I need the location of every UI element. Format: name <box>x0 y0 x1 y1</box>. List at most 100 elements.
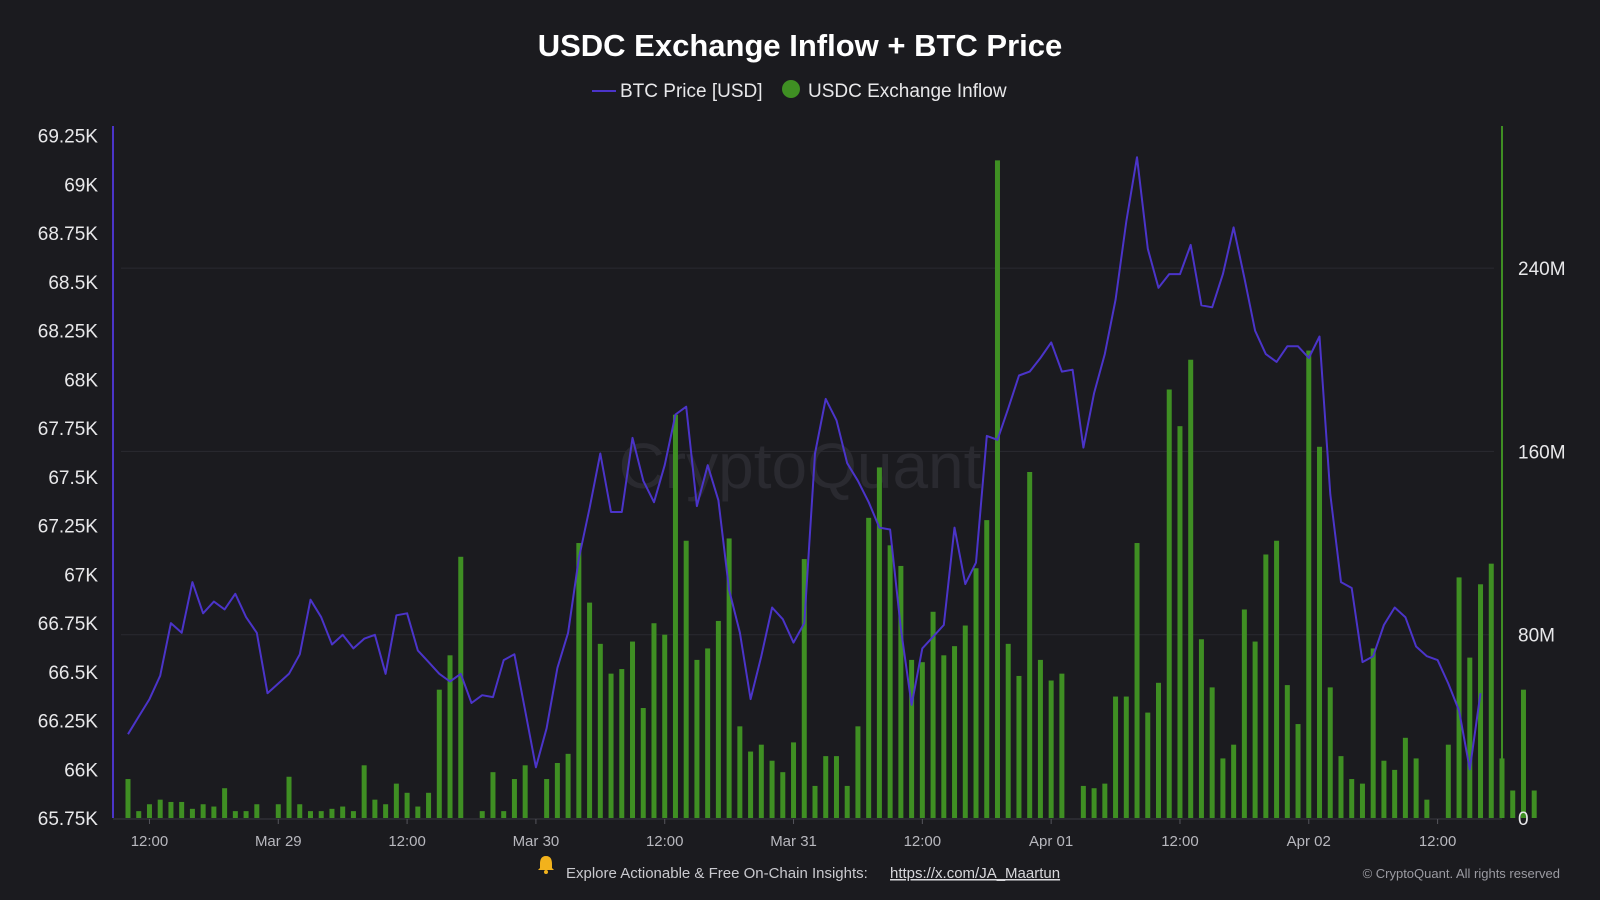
inflow-bar[interactable] <box>1080 785 1086 818</box>
inflow-bar[interactable] <box>608 673 614 818</box>
inflow-bar[interactable] <box>672 414 678 818</box>
inflow-bar[interactable] <box>898 565 904 818</box>
inflow-bar[interactable] <box>200 804 206 818</box>
inflow-bar[interactable] <box>1370 648 1376 818</box>
inflow-bar[interactable] <box>1424 799 1430 818</box>
inflow-bar[interactable] <box>1520 689 1526 818</box>
inflow-bar[interactable] <box>1467 657 1473 818</box>
footer-link[interactable]: https://x.com/JA_Maartun <box>890 865 1060 882</box>
inflow-bar[interactable] <box>146 804 152 818</box>
inflow-bar[interactable] <box>1274 540 1280 818</box>
inflow-bar[interactable] <box>350 811 356 818</box>
inflow-bar[interactable] <box>222 788 228 818</box>
inflow-bar[interactable] <box>737 726 743 818</box>
inflow-bar[interactable] <box>1027 472 1033 818</box>
inflow-bar[interactable] <box>544 779 550 818</box>
inflow-bar[interactable] <box>168 801 174 818</box>
inflow-bar[interactable] <box>1166 389 1172 818</box>
inflow-bar[interactable] <box>1359 783 1365 818</box>
inflow-bar[interactable] <box>157 799 163 818</box>
inflow-bar[interactable] <box>415 806 421 818</box>
inflow-bar[interactable] <box>1349 779 1355 818</box>
inflow-bar[interactable] <box>962 625 968 818</box>
inflow-bar[interactable] <box>1134 543 1140 818</box>
inflow-bar[interactable] <box>1059 673 1065 818</box>
inflow-bar[interactable] <box>1252 641 1258 818</box>
inflow-bar[interactable] <box>876 467 882 818</box>
inflow-bar[interactable] <box>1531 790 1537 818</box>
inflow-bar[interactable] <box>232 811 238 818</box>
inflow-bar[interactable] <box>501 811 507 818</box>
inflow-bar[interactable] <box>833 756 839 818</box>
inflow-bar[interactable] <box>1381 760 1387 818</box>
inflow-bar[interactable] <box>275 804 281 818</box>
legend-item-btc-price[interactable]: BTC Price [USD] <box>592 81 763 102</box>
inflow-bar[interactable] <box>780 772 786 818</box>
inflow-bar[interactable] <box>1005 643 1011 818</box>
inflow-bar[interactable] <box>769 760 775 818</box>
inflow-bar[interactable] <box>640 708 646 818</box>
inflow-bar[interactable] <box>136 811 142 818</box>
inflow-bar[interactable] <box>254 804 260 818</box>
inflow-bar[interactable] <box>211 806 217 818</box>
inflow-bar[interactable] <box>447 655 453 818</box>
inflow-bar[interactable] <box>1295 724 1301 818</box>
inflow-bar[interactable] <box>1327 687 1333 818</box>
inflow-bar[interactable] <box>930 611 936 818</box>
inflow-bar[interactable] <box>630 641 636 818</box>
inflow-bar[interactable] <box>1016 675 1022 818</box>
inflow-bar[interactable] <box>318 811 324 818</box>
inflow-bar[interactable] <box>941 655 947 818</box>
inflow-bar[interactable] <box>297 804 303 818</box>
inflow-bar[interactable] <box>243 811 249 818</box>
inflow-bar[interactable] <box>1306 350 1312 818</box>
inflow-bar[interactable] <box>791 742 797 818</box>
inflow-bar[interactable] <box>597 643 603 818</box>
inflow-bar[interactable] <box>715 620 721 818</box>
inflow-bar[interactable] <box>662 634 668 818</box>
inflow-bar[interactable] <box>1145 712 1151 818</box>
inflow-bar[interactable] <box>952 646 958 818</box>
inflow-bar[interactable] <box>340 806 346 818</box>
inflow-bar[interactable] <box>1037 659 1043 818</box>
inflow-bar[interactable] <box>1478 584 1484 818</box>
inflow-bar[interactable] <box>1188 359 1194 818</box>
inflow-bar[interactable] <box>587 602 593 818</box>
btc-price-line[interactable] <box>127 156 1482 771</box>
inflow-bar[interactable] <box>1209 687 1215 818</box>
inflow-bar[interactable] <box>823 756 829 818</box>
inflow-bar[interactable] <box>1263 554 1269 818</box>
inflow-bar[interactable] <box>522 765 528 818</box>
inflow-bar[interactable] <box>748 751 754 818</box>
inflow-bar[interactable] <box>1510 790 1516 818</box>
inflow-bar[interactable] <box>984 520 990 818</box>
inflow-bar[interactable] <box>919 662 925 818</box>
inflow-bar[interactable] <box>844 785 850 818</box>
inflow-bar[interactable] <box>1048 680 1054 818</box>
inflow-bar[interactable] <box>1284 685 1290 818</box>
inflow-bar[interactable] <box>1338 756 1344 818</box>
inflow-bar[interactable] <box>179 801 185 818</box>
inflow-bar[interactable] <box>694 659 700 818</box>
inflow-bar[interactable] <box>1113 696 1119 818</box>
inflow-bar[interactable] <box>812 785 818 818</box>
inflow-bar[interactable] <box>576 543 582 818</box>
inflow-bar[interactable] <box>1091 788 1097 818</box>
inflow-bar[interactable] <box>1156 682 1161 818</box>
inflow-bar[interactable] <box>1231 744 1237 818</box>
inflow-bar[interactable] <box>1198 639 1204 818</box>
inflow-bar[interactable] <box>866 517 872 818</box>
inflow-bar[interactable] <box>426 792 432 818</box>
inflow-bar[interactable] <box>404 792 410 818</box>
inflow-bar[interactable] <box>393 783 399 818</box>
inflow-bar[interactable] <box>372 799 378 818</box>
inflow-bar[interactable] <box>909 659 915 818</box>
inflow-bar[interactable] <box>436 689 442 818</box>
inflow-bar[interactable] <box>329 808 335 818</box>
inflow-bar[interactable] <box>1413 758 1419 818</box>
inflow-bar[interactable] <box>479 811 485 818</box>
inflow-bar[interactable] <box>458 556 464 818</box>
inflow-bar[interactable] <box>619 669 625 818</box>
inflow-bar[interactable] <box>1392 769 1398 818</box>
inflow-bar[interactable] <box>887 545 893 818</box>
